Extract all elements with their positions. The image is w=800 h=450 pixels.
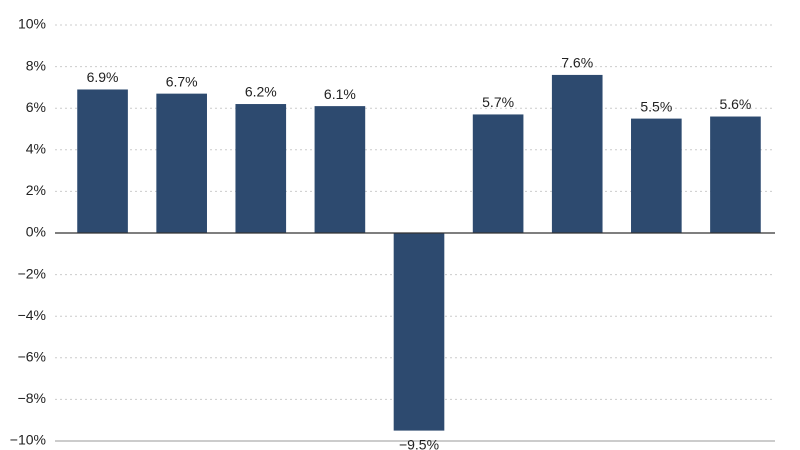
bar [314,106,366,233]
bar [393,233,445,431]
bar [77,89,128,233]
y-tick-label: 10% [18,16,46,32]
value-label: 5.5% [640,98,672,114]
value-label: −9.5% [399,436,439,450]
value-label: 5.7% [482,94,514,110]
y-tick-label: 0% [26,224,46,240]
y-tick-label: 8% [26,57,46,73]
y-tick-label: 2% [26,182,46,198]
value-label: 6.1% [324,86,356,102]
y-tick-label: −4% [18,307,46,323]
bar [551,74,603,233]
value-label: 7.6% [561,55,593,71]
y-tick-label: −8% [18,390,46,406]
value-label: 6.2% [245,84,277,100]
y-tick-label: 4% [26,141,46,157]
y-tick-label: −10% [10,432,46,448]
bar [156,93,207,233]
bar [710,116,761,233]
bar [631,118,682,233]
value-label: 6.9% [87,69,119,85]
y-tick-label: −6% [18,349,46,365]
bar [235,104,287,233]
y-tick-label: 6% [26,99,46,115]
bar [472,114,524,233]
value-label: 5.6% [719,96,751,112]
y-tick-label: −2% [18,265,46,281]
value-label: 6.7% [166,73,198,89]
